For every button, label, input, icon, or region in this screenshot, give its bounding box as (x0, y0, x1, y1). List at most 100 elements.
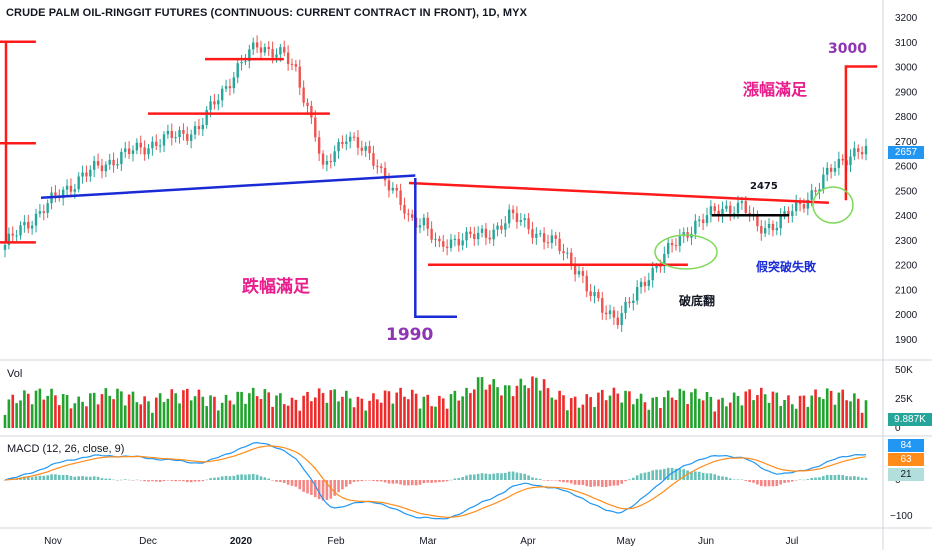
volume-bar (178, 403, 181, 428)
volume-bar (569, 398, 573, 428)
volume-bar (864, 400, 868, 428)
candle-body (267, 47, 270, 50)
volume-bar (825, 388, 829, 428)
macd-histogram-bar (647, 471, 651, 480)
macd-histogram-bar (546, 480, 550, 481)
macd-histogram-bar (833, 475, 837, 480)
macd-histogram-bar (791, 480, 794, 482)
volume-bar (259, 399, 263, 428)
macd-histogram-bar (3, 480, 7, 481)
volume-bar (725, 406, 728, 428)
macd-histogram-bar (445, 480, 449, 482)
volume-bar (100, 394, 104, 428)
macd-histogram-bar (383, 480, 387, 483)
volume-bar (426, 394, 430, 428)
candle-body (290, 63, 294, 65)
candle-body (535, 233, 538, 238)
candle-body (442, 241, 445, 247)
macd-histogram-bar (399, 480, 402, 485)
price-last-tag: 2657 (888, 146, 924, 159)
candle-body (546, 242, 550, 244)
candle-body (570, 252, 573, 265)
macd-histogram-bar (713, 474, 717, 480)
candle-body (694, 220, 697, 234)
volume-bar (236, 391, 240, 428)
candle-body (550, 235, 554, 243)
macd-histogram-bar (577, 480, 581, 485)
macd-histogram-bar (484, 473, 488, 480)
macd-histogram-bar (678, 468, 682, 480)
macd-histogram-bar (403, 480, 406, 486)
volume-bar (7, 399, 11, 428)
candle-body (395, 187, 398, 191)
volume-bar (143, 396, 146, 428)
volume-bar (783, 399, 786, 428)
price-axis-ticks: 1900 2000 2100 2200 2300 2400 2500 2600 2700 2800… (895, 13, 918, 346)
macd-histogram-bar (430, 480, 433, 483)
macd-histogram-bar (515, 472, 519, 480)
candle-body (337, 141, 340, 152)
candle-body (787, 211, 790, 217)
candle-body (674, 245, 678, 247)
candle-body (705, 215, 709, 224)
macd-histogram-bar (686, 470, 689, 480)
candle-body (368, 146, 371, 154)
candle-body (197, 126, 201, 130)
candle-body (124, 148, 127, 152)
volume-bar (484, 389, 488, 428)
time-axis-label: Apr (520, 536, 536, 547)
volume-bar (860, 412, 864, 428)
volume-bar (151, 412, 154, 428)
macd-histogram-bar (438, 480, 441, 483)
macd-histogram-bar (787, 480, 790, 483)
macd-histogram-bar (410, 480, 414, 486)
macd-histogram-bar (344, 480, 348, 487)
candle-body (670, 242, 674, 246)
volume-bar (77, 396, 80, 428)
volume-tick-label: 50K (895, 365, 913, 376)
candle-body (635, 287, 639, 301)
volume-bar (511, 396, 515, 428)
candle-body (217, 100, 220, 105)
macd-histogram-bar (856, 476, 860, 480)
candle-body (748, 212, 751, 215)
macd-histogram-bar (275, 480, 278, 482)
volume-bar (217, 410, 220, 428)
candle-body (174, 137, 177, 139)
macd-histogram-bar (30, 477, 34, 480)
candle-body (151, 141, 154, 149)
macd-histogram-bar (860, 477, 864, 480)
macd-histogram-bar (267, 478, 271, 480)
volume-bar (271, 406, 274, 428)
volume-bar (279, 393, 282, 428)
volume-bar (624, 390, 627, 428)
macd-histogram-bar (581, 480, 585, 486)
price-tick-label: 2300 (895, 236, 918, 247)
macd-histogram-bar (472, 474, 476, 480)
candle-body (678, 236, 682, 246)
volume-bar (166, 398, 170, 428)
volume-bar (275, 395, 278, 428)
macd-histogram-bar (763, 480, 767, 487)
volume-bar (108, 395, 112, 428)
candle-body (112, 159, 115, 166)
macd-histogram-bar (566, 480, 569, 483)
macd-histogram-bar (426, 480, 430, 483)
candle-body (391, 187, 395, 191)
macd-histogram-bar (756, 480, 759, 485)
macd-histogram-bar (511, 471, 515, 480)
volume-bar (46, 395, 49, 428)
macd-histogram-bar (461, 477, 464, 480)
time-axis-label: Jun (698, 536, 714, 547)
volume-bar (767, 402, 771, 428)
macd-histogram-bar (504, 472, 507, 480)
macd-histogram-bar (317, 480, 321, 500)
candle-body (30, 225, 34, 229)
macd-tick-label: −100 (890, 511, 913, 522)
macd-histogram-bar (822, 476, 825, 480)
volume-bar (174, 393, 177, 428)
candle-body (263, 47, 267, 53)
candle-body (271, 49, 274, 58)
macd-histogram-bar (143, 480, 146, 482)
volume-bar (65, 394, 69, 428)
